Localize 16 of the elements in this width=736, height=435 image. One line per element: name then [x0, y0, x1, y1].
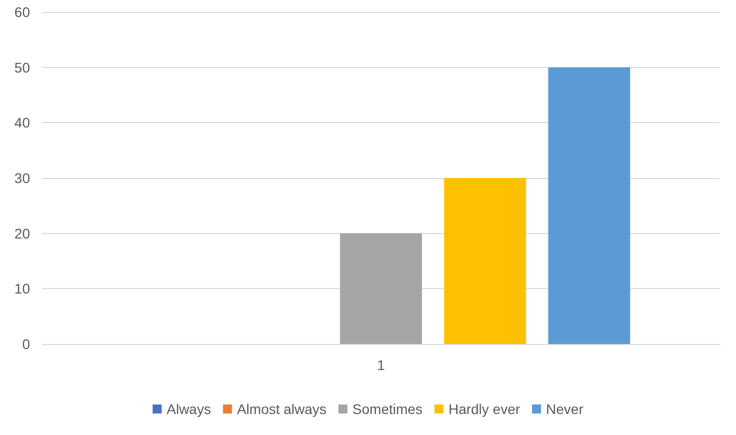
- x-tick-label: 1: [377, 357, 386, 373]
- y-tick-label: 40: [14, 114, 30, 131]
- y-tick-label: 10: [14, 280, 30, 297]
- bar: [340, 233, 422, 344]
- bar: [548, 67, 630, 344]
- bar: [444, 178, 526, 344]
- legend-label: Never: [546, 401, 584, 417]
- y-tick-label: 30: [14, 170, 30, 186]
- y-tick-label: 50: [14, 59, 30, 76]
- legend-label: Almost always: [236, 401, 326, 417]
- y-tick-label: 20: [14, 225, 30, 242]
- legend-label: Hardly ever: [448, 401, 520, 417]
- legend-label: Sometimes: [352, 401, 422, 417]
- legend-label: Always: [166, 401, 211, 417]
- y-tick-label: 0: [22, 336, 30, 352]
- y-tick-label: 60: [14, 4, 30, 20]
